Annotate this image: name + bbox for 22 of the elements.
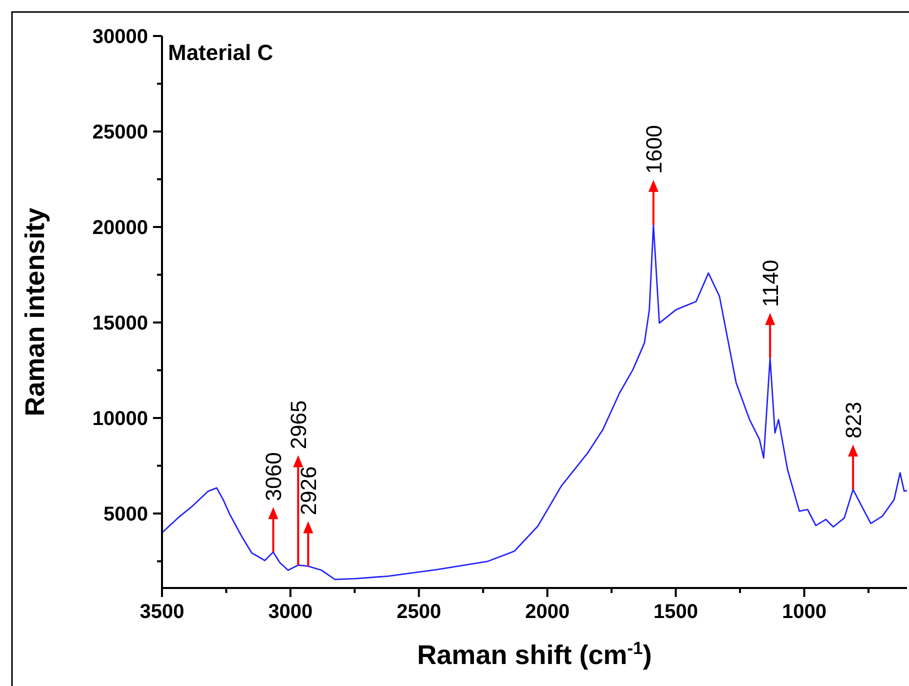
- chart-title: Material C: [168, 40, 274, 65]
- y-tick-label: 25000: [92, 122, 148, 144]
- x-tick-label: 2000: [525, 601, 570, 623]
- line-series: [161, 224, 908, 580]
- annotation: 2965: [286, 400, 312, 450]
- y-tick-label: 30000: [92, 26, 148, 48]
- x-tick-label: 3000: [268, 601, 313, 623]
- x-axis-title: Raman shift (cm$^{-1}$): [417, 638, 652, 670]
- x-tick-label: 2500: [396, 601, 442, 623]
- annotation: 823: [841, 402, 866, 438]
- y-tick-label: 10000: [92, 408, 148, 430]
- x-tick-label: 1000: [782, 601, 826, 623]
- annotation: 1600: [641, 124, 666, 174]
- y-axis-title: Raman intensity: [20, 208, 50, 416]
- y-tick-label: 20000: [92, 217, 148, 240]
- annotation: 3060: [261, 452, 286, 502]
- x-tick-label: 3500: [140, 601, 184, 623]
- x-tick-label: 1500: [654, 601, 698, 623]
- y-tick-label: 15000: [92, 312, 148, 335]
- y-tick-label: 5000: [104, 504, 148, 526]
- annotation: 2926: [296, 466, 322, 516]
- annotation: 1140: [758, 260, 784, 308]
